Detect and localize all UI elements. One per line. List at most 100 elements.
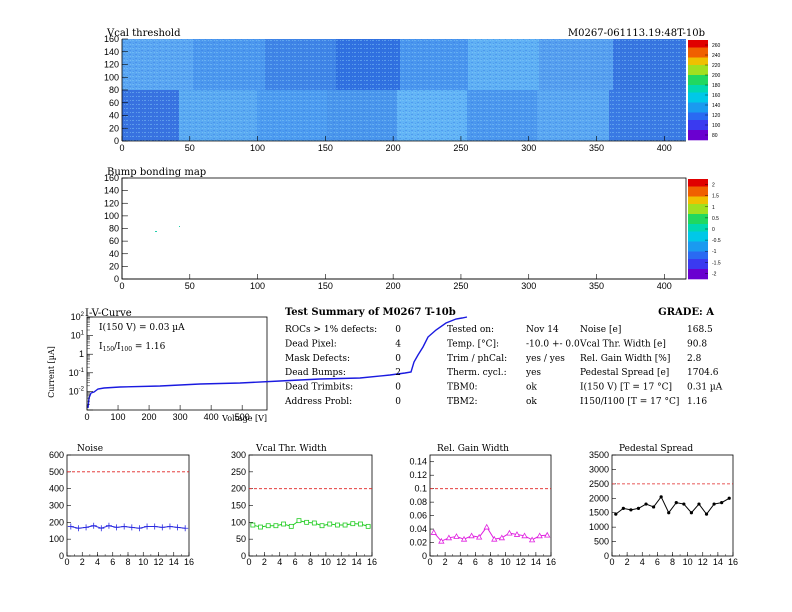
color-scale-segment	[688, 72, 708, 76]
data-point	[614, 512, 618, 516]
summary-label: Vcal Thr. Width [e]	[579, 339, 666, 349]
data-point	[250, 522, 256, 528]
color-scale-segment	[688, 70, 708, 73]
color-scale-segment	[688, 117, 708, 121]
y-tick-label: 160	[104, 173, 119, 183]
iv-y-tick: 101	[71, 331, 85, 341]
data-point	[712, 502, 716, 506]
data-point	[682, 502, 686, 506]
color-scale-label: 80	[712, 133, 718, 139]
x-tick-label: 10	[683, 557, 693, 567]
color-scale-label: -1.5	[712, 260, 721, 266]
x-tick-label: 10	[321, 557, 331, 567]
data-point	[265, 523, 271, 529]
summary-label: Noise [e]	[580, 325, 621, 335]
x-tick-label: 12	[153, 557, 163, 567]
x-tick-label: 400	[657, 281, 672, 291]
y-tick-label: 60	[109, 236, 119, 246]
x-tick-label: 14	[169, 557, 179, 567]
y-tick-label: 0	[604, 551, 609, 561]
y-tick-label: 2500	[589, 479, 609, 489]
color-scale-segment	[688, 115, 708, 118]
summary-label: Dead Bumps:	[285, 368, 346, 378]
summary-value: 0.31 µA	[687, 383, 723, 393]
bump-title: Bump bonding map	[107, 167, 206, 178]
data-point	[438, 537, 445, 544]
color-scale-segment	[688, 87, 708, 91]
chart-frame	[248, 454, 373, 557]
color-scale-label: 1	[712, 205, 715, 211]
data-point	[128, 524, 135, 531]
x-tick-label: 350	[589, 143, 604, 153]
summary-label: ROCs > 1% defects:	[285, 325, 377, 335]
data-point	[304, 519, 310, 525]
data-point	[166, 523, 173, 530]
iv-y-tick: 10-1	[69, 368, 85, 378]
data-point	[491, 535, 498, 542]
y-tick-label: 1000	[589, 522, 609, 532]
x-tick-label: 2	[625, 557, 630, 567]
x-tick-label: 200	[386, 143, 401, 153]
color-scale-segment	[688, 92, 708, 96]
summary-value: ok	[526, 397, 537, 407]
color-scale-segment	[688, 181, 708, 185]
x-tick-label: 2	[80, 557, 85, 567]
data-point	[311, 520, 317, 526]
color-scale-segment	[688, 65, 708, 68]
color-scale-segment	[688, 204, 708, 207]
color-scale-label: 200	[712, 73, 721, 79]
data-point	[75, 525, 82, 532]
bump-color-scale: -2 -1.5 -1 -0.5 0 0.5 1 1.5 2	[688, 179, 721, 280]
summary-value: yes	[525, 368, 541, 378]
color-scale-segment	[688, 130, 708, 133]
y-tick-label: 50	[236, 534, 246, 544]
color-scale-segment	[688, 271, 708, 275]
color-scale-label: 2	[712, 183, 715, 189]
x-tick-label: 4	[277, 557, 282, 567]
summary-value: 0	[395, 325, 401, 335]
iv-x-tick: 0	[84, 412, 89, 422]
series-line	[252, 520, 369, 528]
data-point	[342, 522, 348, 528]
bump-x-axis: 0 50 100 150 200 250 300 350 400	[119, 274, 686, 291]
color-scale-segment	[688, 269, 708, 272]
chart-title: Vcal Thr. Width	[255, 444, 327, 454]
data-point	[430, 529, 437, 535]
iv-curve-line	[87, 316, 468, 409]
color-scale-segment	[688, 100, 708, 103]
x-tick-label: 0	[64, 557, 69, 567]
x-tick-label: 350	[589, 281, 604, 291]
color-scale-label: 180	[712, 83, 721, 89]
x-tick-label: 0	[246, 557, 251, 567]
x-tick-label: 2	[443, 557, 448, 567]
y-tick-label: 150	[231, 501, 246, 511]
iv-plot-frame	[86, 316, 268, 411]
summary-value: 2.8	[687, 354, 702, 364]
x-tick-label: 8	[308, 557, 313, 567]
data-point	[136, 525, 143, 532]
color-scale-segment	[688, 249, 708, 252]
color-scale-segment	[688, 45, 708, 48]
summary-value: -10.0 +- 0.0	[526, 339, 580, 349]
chart-title: Rel. Gain Width	[437, 444, 509, 454]
data-point	[182, 525, 189, 532]
color-scale-label: 140	[712, 103, 721, 109]
y-tick-label: 100	[49, 534, 64, 544]
data-point	[468, 532, 475, 539]
color-scale-segment	[688, 226, 708, 230]
bump-y-axis: 0 20 40 60 80 100 120 140 160	[104, 173, 128, 284]
data-point	[621, 506, 625, 510]
color-scale-segment	[688, 216, 708, 220]
data-point	[319, 523, 325, 529]
x-tick-label: 300	[521, 143, 536, 153]
color-scale-segment	[688, 97, 708, 101]
color-scale-label: 260	[712, 43, 721, 49]
data-point	[105, 522, 112, 529]
vcal-heatmap	[122, 39, 686, 141]
summary-value: 4	[395, 339, 401, 349]
color-scale-label: 100	[712, 123, 721, 129]
color-scale-segment	[688, 57, 708, 61]
x-tick-label: 4	[640, 557, 645, 567]
color-scale-label: -0.5	[712, 238, 721, 244]
